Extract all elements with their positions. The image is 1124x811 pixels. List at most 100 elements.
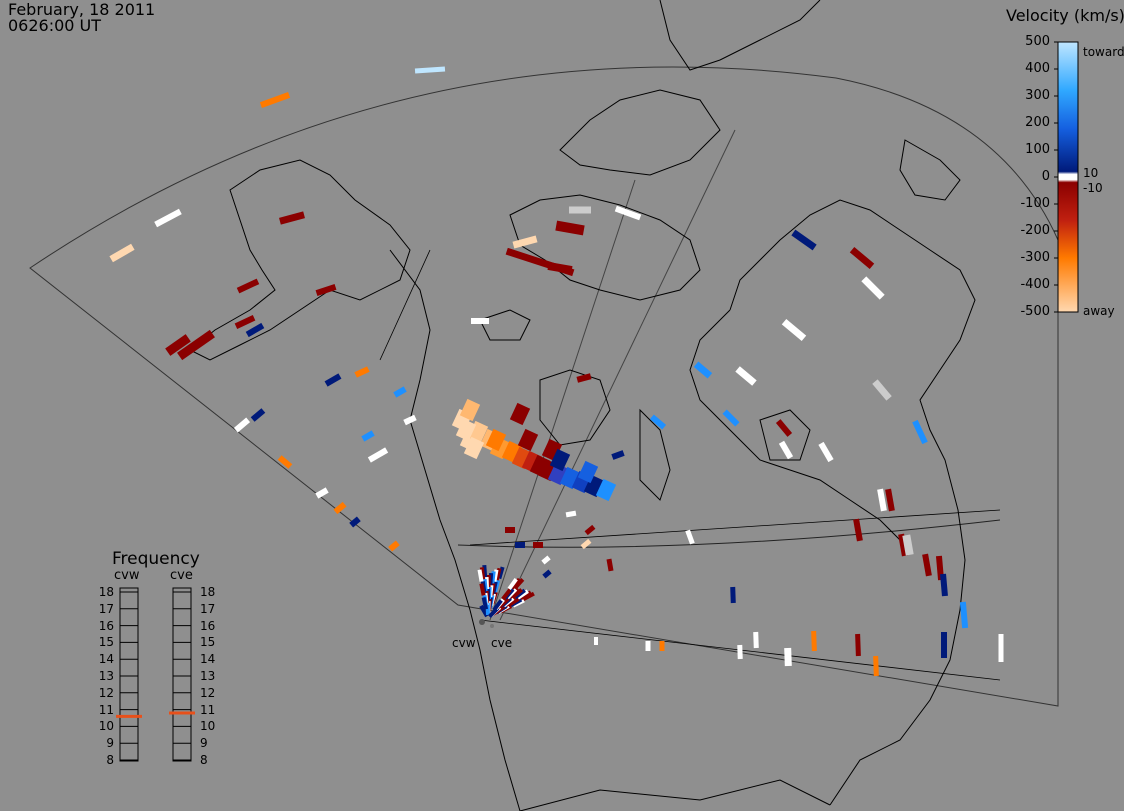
backscatter-cell [513,578,525,590]
backscatter-cell [414,66,446,74]
backscatter-cell [940,573,948,597]
backscatter-cell [507,577,518,591]
backscatter-cell [861,276,885,300]
backscatter-cell [517,428,539,452]
backscatter-cell [649,414,667,430]
backscatter-cell [941,632,947,658]
backscatter-cell [501,588,512,601]
backscatter-cell [324,373,342,387]
backscatter-cell [873,655,879,677]
backscatter-cell [547,261,573,275]
backscatter-cell [645,641,651,651]
frequency-tick-label: 9 [106,736,114,751]
colorbar-tick-label: 500 [1025,34,1050,49]
frequency-radar-label-cve: cve [170,568,193,583]
colorbar-tick-label: 400 [1025,61,1050,76]
backscatter-cell [154,208,182,228]
backscatter-cell [877,488,887,512]
backscatter-cell [485,428,507,452]
frequency-tick-label: 16 [200,618,216,633]
frequency-tick-label: 14 [98,652,114,667]
backscatter-cell [853,518,863,542]
backscatter-cell [855,633,861,657]
backscatter-cell [577,460,599,484]
backscatter-cell [737,644,743,660]
velocity-colorbar [1057,41,1079,313]
radar-label-cve: cve [491,636,513,650]
frequency-gauge-cve [169,587,195,762]
backscatter-cell [477,569,484,582]
backscatter-cell [902,534,914,556]
frequency-tick-label: 15 [200,635,216,650]
colorbar-tick-label: -400 [1020,277,1050,292]
backscatter-cell [515,542,525,548]
backscatter-cell [481,597,489,610]
frequency-tick-label: 18 [98,585,114,599]
backscatter-cell [791,229,817,251]
frequency-tick-label: 15 [98,635,114,650]
backscatter-cell [393,386,407,398]
backscatter-cell [606,558,614,572]
backscatter-cell [361,430,375,442]
frequency-tick-label: 13 [98,669,114,683]
backscatter-cell [245,322,265,338]
backscatter-cell [109,243,135,263]
backscatter-cell [922,553,932,577]
backscatter-cell [519,590,532,601]
frequency-tick-label: 10 [200,719,216,734]
coastlines [189,0,976,811]
backscatter-cell [367,447,389,463]
colorbar-tick-label: 100 [1025,142,1050,157]
backscatter-cell [693,361,713,379]
backscatter-cell [555,220,585,236]
backscatter-cell [522,591,535,601]
plot-date: February, 18 2011 [8,0,156,19]
backscatter-cell [513,588,526,600]
backscatter-cell [236,278,260,294]
beam-line-west [489,179,636,621]
backscatter-cell [463,436,485,460]
colorbar-toward-label: toward [1083,45,1124,59]
frequency-tick-label: 13 [200,669,216,683]
latitude-line [457,519,1001,548]
frequency-tick-label: 16 [98,618,114,633]
frequency-tick-label: 9 [200,736,208,751]
backscatter-cell [580,538,592,550]
frequency-tick-label: 12 [200,685,216,700]
backscatter-cell [584,524,596,536]
frequency-radar-label-cvw: cvw [114,568,140,583]
backscatter-cell [818,441,834,463]
backscatter-cell [565,510,577,518]
backscatter-cell [611,450,625,460]
colorbar-tick-label: 0 [1041,169,1050,184]
backscatter-cell [459,398,481,422]
frequency-tick-label: 10 [98,719,114,734]
frequency-tick-label: 17 [98,601,114,616]
frequency-tick-label: 8 [106,753,114,767]
colorbar-away-label: away [1083,304,1115,318]
frequency-tick-label: 8 [200,753,208,767]
backscatter-cell [784,647,792,667]
backscatter-cell [259,92,291,108]
backscatter-cell [455,418,477,442]
backscatter-cell [533,542,543,548]
backscatter-cell [315,487,329,499]
political-boundaries [379,249,1001,681]
backscatter-cell [479,583,486,596]
backscatter-cell [811,630,817,652]
colorbar-tick-label: -500 [1020,304,1050,319]
backscatter-cell [778,440,794,460]
backscatter-cell [753,631,759,649]
backscatter-cell [595,478,617,502]
colorbar-pos-threshold-label: 10 [1083,166,1099,180]
colorbar-tick-label: -100 [1020,196,1050,211]
backscatter-cell [872,379,892,401]
colorbar-tick-label: -300 [1020,250,1050,265]
backscatter-cell [279,211,305,225]
backscatter-cell [849,246,875,270]
radar-label-cvw: cvw [452,636,476,650]
backscatter-cell [730,586,736,604]
backscatter-cell [512,235,538,249]
